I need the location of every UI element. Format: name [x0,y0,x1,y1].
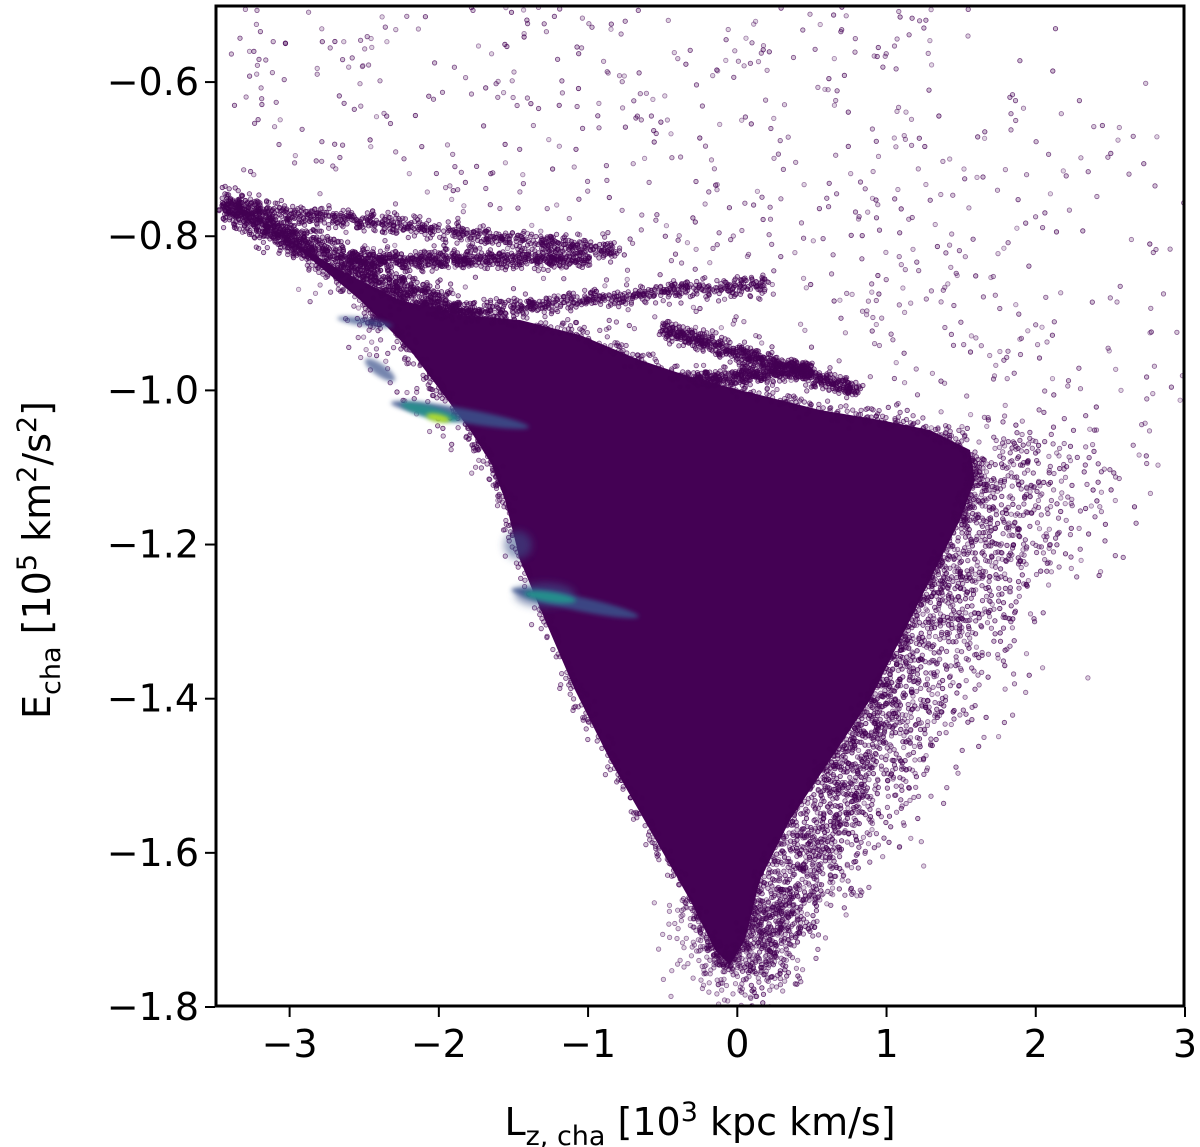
x-tick-label: −2 [411,1022,467,1066]
x-axis-ticks: −3 −2 −1 0 1 2 3 [262,1007,1197,1066]
x-tick-label: 0 [725,1022,749,1066]
y-axis-label: Echa [105 km2/s2] [12,401,67,719]
y-axis-ticks: −0.6 −0.8 −1.0 −1.2 −1.4 −1.6 −1.8 [107,60,215,1029]
y-tick-label: −0.6 [107,60,199,104]
y-tick-label: −1.2 [107,523,199,567]
y-tick-label: −0.8 [107,214,199,258]
density-peaks [337,316,639,619]
axes-frame [214,4,1186,1008]
dense-body [222,205,975,965]
x-tick-label: 3 [1173,1022,1197,1066]
y-tick-label: −1.0 [107,368,199,412]
x-tick-label: −1 [560,1022,616,1066]
x-axis-label: Lz, cha [103 kpc km/s] [504,1097,895,1147]
x-tick-label: 1 [874,1022,898,1066]
x-tick-label: 2 [1024,1022,1048,1066]
y-tick-label: −1.6 [107,831,199,875]
y-tick-label: −1.4 [107,677,199,721]
plot-area [217,7,1183,1005]
y-tick-label: −1.8 [107,985,199,1029]
x-tick-label: −3 [262,1022,318,1066]
